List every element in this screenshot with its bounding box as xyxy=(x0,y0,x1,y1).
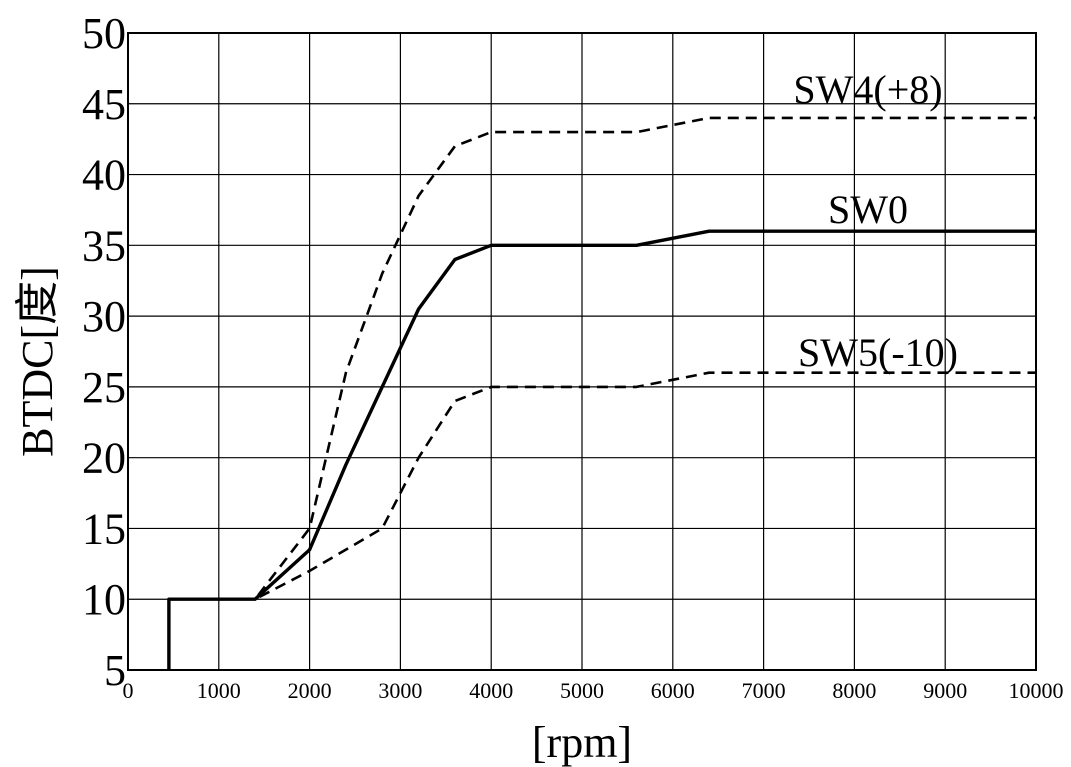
x-axis-title: [rpm] xyxy=(532,718,632,767)
series-label: SW4(+8) xyxy=(793,67,942,112)
y-tick-label: 40 xyxy=(82,151,126,200)
x-axis-tick-labels: 0 1000 2000 3000 4000 5000 6000 7000 8000 9000 100… xyxy=(123,678,1064,703)
y-tick-label: 45 xyxy=(82,80,126,129)
x-tick-label: 8000 xyxy=(832,678,876,703)
series-labels: SW4(+8) SW0 SW5(-10) xyxy=(793,67,958,375)
series-lines xyxy=(167,116,1036,670)
series-line-sw5-10 xyxy=(167,371,1036,670)
y-tick-label: 25 xyxy=(82,363,126,412)
x-tick-label: 0 xyxy=(123,678,134,703)
x-tick-label: 4000 xyxy=(469,678,513,703)
plot-frame xyxy=(127,32,1037,671)
x-tick-label: 10000 xyxy=(1009,678,1064,703)
x-tick-label: 3000 xyxy=(378,678,422,703)
series-label: SW5(-10) xyxy=(798,330,958,375)
y-tick-label: 50 xyxy=(82,9,126,58)
x-tick-label: 2000 xyxy=(288,678,332,703)
x-tick-label: 5000 xyxy=(560,678,604,703)
x-tick-label: 7000 xyxy=(742,678,786,703)
y-axis-tick-labels: 5 10 15 20 25 30 35 40 45 50 xyxy=(82,9,126,695)
x-tick-label: 9000 xyxy=(923,678,967,703)
y-tick-label: 10 xyxy=(82,575,126,624)
series-label: SW0 xyxy=(828,187,908,232)
x-tick-label: 6000 xyxy=(651,678,695,703)
y-axis-title: BTDC[度] xyxy=(13,266,62,457)
y-tick-label: 20 xyxy=(82,434,126,483)
series-line-sw0 xyxy=(167,229,1036,670)
series-line-sw4-8 xyxy=(167,116,1036,670)
y-tick-label: 30 xyxy=(82,292,126,341)
y-tick-label: 15 xyxy=(82,504,126,553)
y-tick-label: 5 xyxy=(104,646,126,695)
y-tick-label: 35 xyxy=(82,221,126,270)
x-tick-label: 1000 xyxy=(197,678,241,703)
